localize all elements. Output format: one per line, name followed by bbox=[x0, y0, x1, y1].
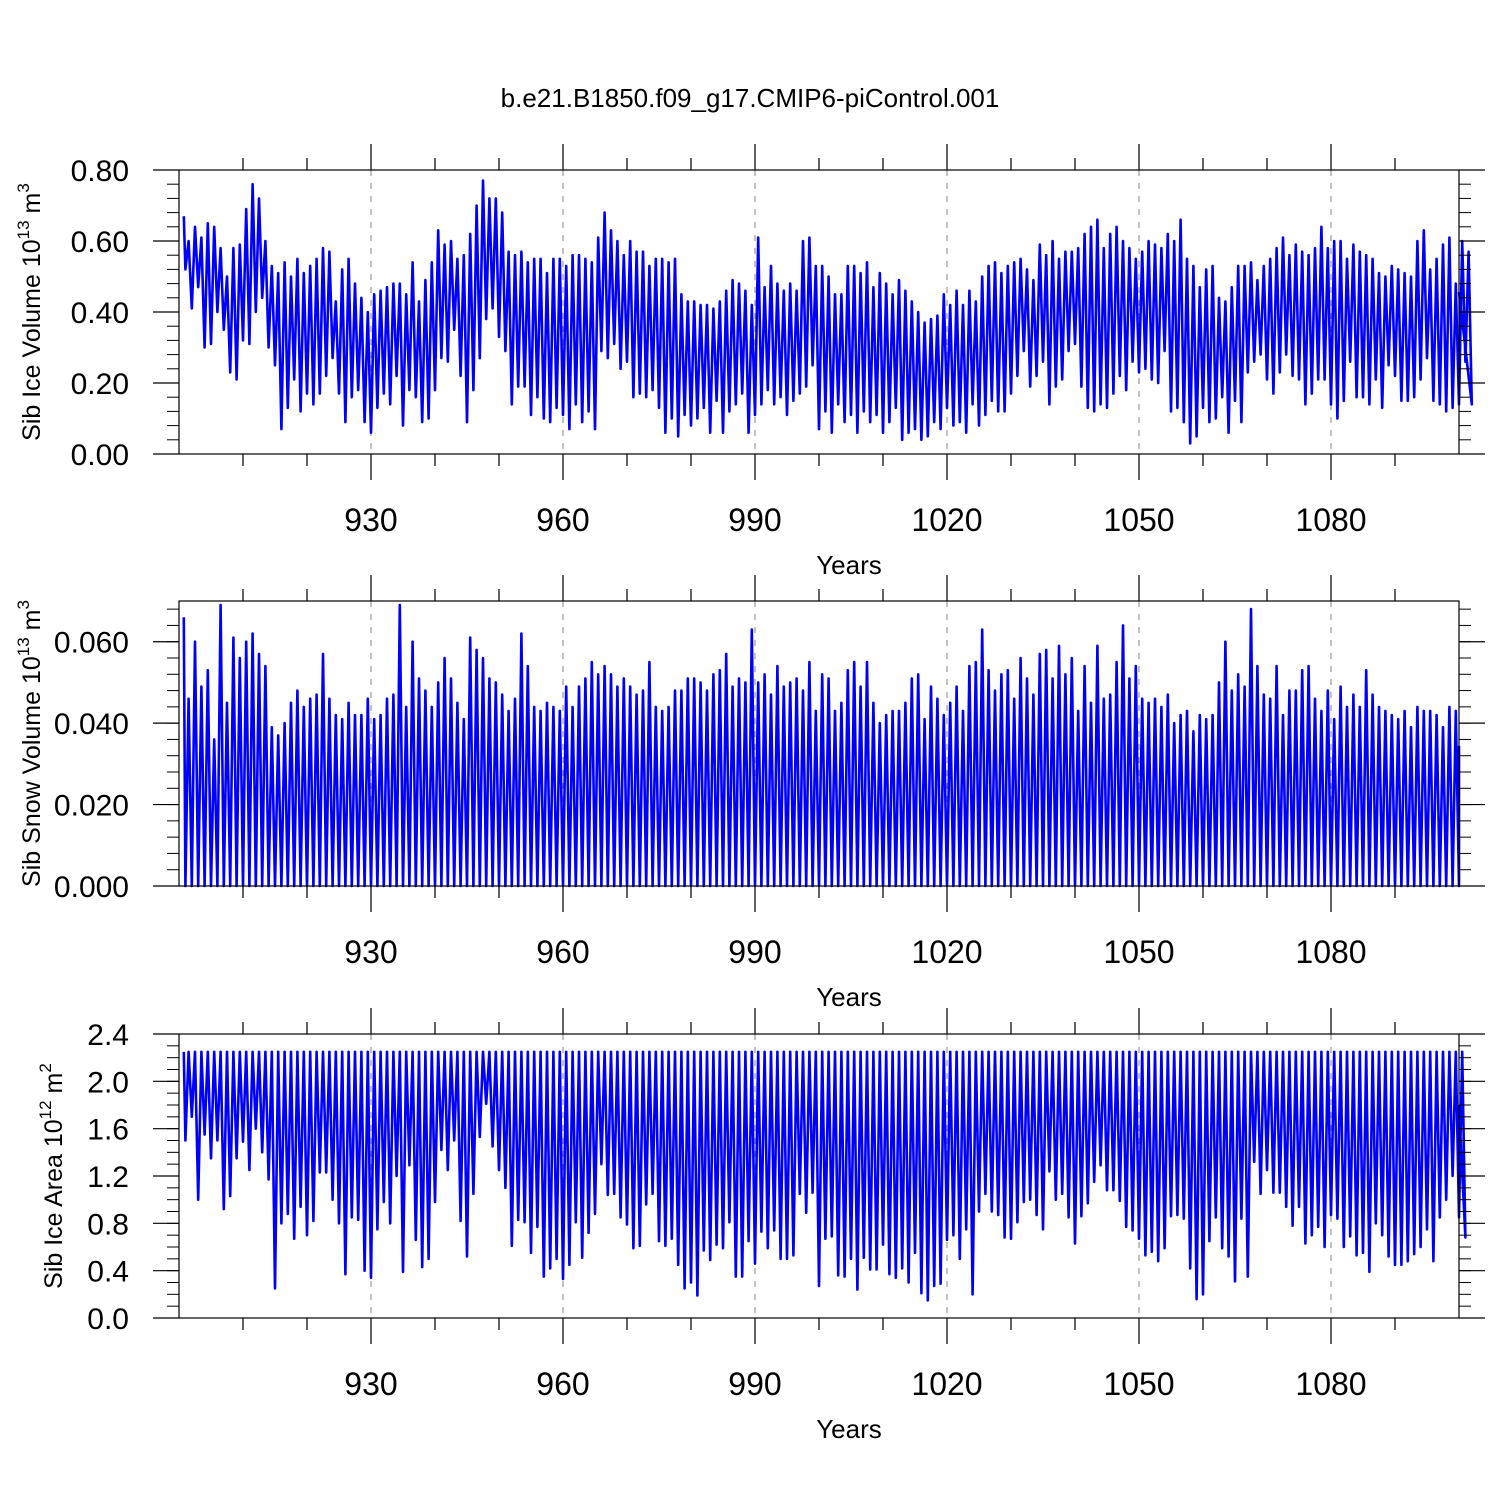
x-tick-label: 990 bbox=[728, 1366, 781, 1402]
x-tick-label: 1050 bbox=[1103, 502, 1174, 538]
y-axis-label-exponent: 13 bbox=[14, 637, 33, 656]
y-axis-label: Sib Ice Area 1012 m2 bbox=[36, 1063, 68, 1289]
x-tick-label: 960 bbox=[536, 502, 589, 538]
y-tick-label: 2.4 bbox=[87, 1019, 129, 1052]
y-axis-label-text: m bbox=[18, 193, 46, 221]
x-tick-label: 1080 bbox=[1295, 502, 1366, 538]
y-tick-label: 2.0 bbox=[87, 1066, 129, 1099]
panel-snow-volume: 930 960 990 1020 1050 1080 Years 0.000 0.020 0.04… bbox=[14, 575, 1485, 1012]
panel-ice-area: 930 960 990 1020 1050 1080 Years 0.0 0.4 0.8 1.2 1.… bbox=[36, 1008, 1485, 1444]
y-axis-label-exponent: 3 bbox=[14, 183, 33, 192]
x-tick-label: 990 bbox=[728, 934, 781, 970]
x-tick-label: 1020 bbox=[911, 1366, 982, 1402]
y-tick-label: 0.8 bbox=[87, 1208, 129, 1241]
y-axis-label-text: m bbox=[18, 610, 46, 638]
y-tick-label: 0.4 bbox=[87, 1256, 129, 1289]
y-tick-label: 0.0 bbox=[87, 1303, 129, 1336]
y-axis-label-text: Sib Ice Area 10 bbox=[40, 1119, 68, 1289]
y-tick-label: 0.20 bbox=[71, 368, 129, 401]
x-tick-label: 960 bbox=[536, 1366, 589, 1402]
y-axis-label-exponent: 13 bbox=[14, 220, 33, 239]
x-tick-label: 1080 bbox=[1295, 1366, 1366, 1402]
x-tick-label: 1020 bbox=[911, 502, 982, 538]
x-axis-label: Years bbox=[816, 550, 882, 580]
x-tick-label: 1020 bbox=[911, 934, 982, 970]
panel-ice-volume: 930 960 990 1020 1050 1080 Years 0.00 0.20 0.40 0.… bbox=[14, 144, 1485, 580]
series-line bbox=[182, 603, 1461, 888]
y-axis-label-exponent: 12 bbox=[36, 1100, 55, 1119]
y-tick-label: 1.6 bbox=[87, 1114, 129, 1147]
y-tick-label: 0.060 bbox=[54, 627, 129, 660]
figure-title: b.e21.B1850.f09_g17.CMIP6-piControl.001 bbox=[501, 83, 1000, 113]
x-tick-label: 1050 bbox=[1103, 1366, 1174, 1402]
series-line bbox=[182, 179, 1474, 445]
x-tick-label: 960 bbox=[536, 934, 589, 970]
y-tick-label: 0.000 bbox=[54, 871, 129, 904]
y-tick-label: 0.020 bbox=[54, 790, 129, 823]
y-axis-label-text: m bbox=[40, 1073, 68, 1101]
x-tick-label: 1050 bbox=[1103, 934, 1174, 970]
y-tick-label: 0.80 bbox=[71, 155, 129, 188]
x-tick-label: 930 bbox=[344, 502, 397, 538]
x-axis-label: Years bbox=[816, 1414, 882, 1444]
series-line bbox=[182, 1050, 1467, 1302]
y-axis-label-text: Sib Snow Volume 10 bbox=[18, 656, 46, 887]
y-axis-label-text: Sib Ice Volume 10 bbox=[18, 239, 46, 441]
y-axis-label-exponent: 2 bbox=[36, 1063, 55, 1072]
y-tick-label: 0.00 bbox=[71, 439, 129, 472]
y-tick-label: 0.60 bbox=[71, 226, 129, 259]
y-axis-label: Sib Snow Volume 1013 m3 bbox=[14, 600, 46, 887]
y-axis-label: Sib Ice Volume 1013 m3 bbox=[14, 183, 46, 441]
x-tick-label: 1080 bbox=[1295, 934, 1366, 970]
y-tick-label: 0.40 bbox=[71, 297, 129, 330]
y-tick-label: 0.040 bbox=[54, 708, 129, 741]
x-tick-label: 990 bbox=[728, 502, 781, 538]
y-tick-label: 1.2 bbox=[87, 1161, 129, 1194]
x-tick-label: 930 bbox=[344, 934, 397, 970]
x-tick-label: 930 bbox=[344, 1366, 397, 1402]
y-axis-label-exponent: 3 bbox=[14, 600, 33, 609]
x-axis-label: Years bbox=[816, 982, 882, 1012]
